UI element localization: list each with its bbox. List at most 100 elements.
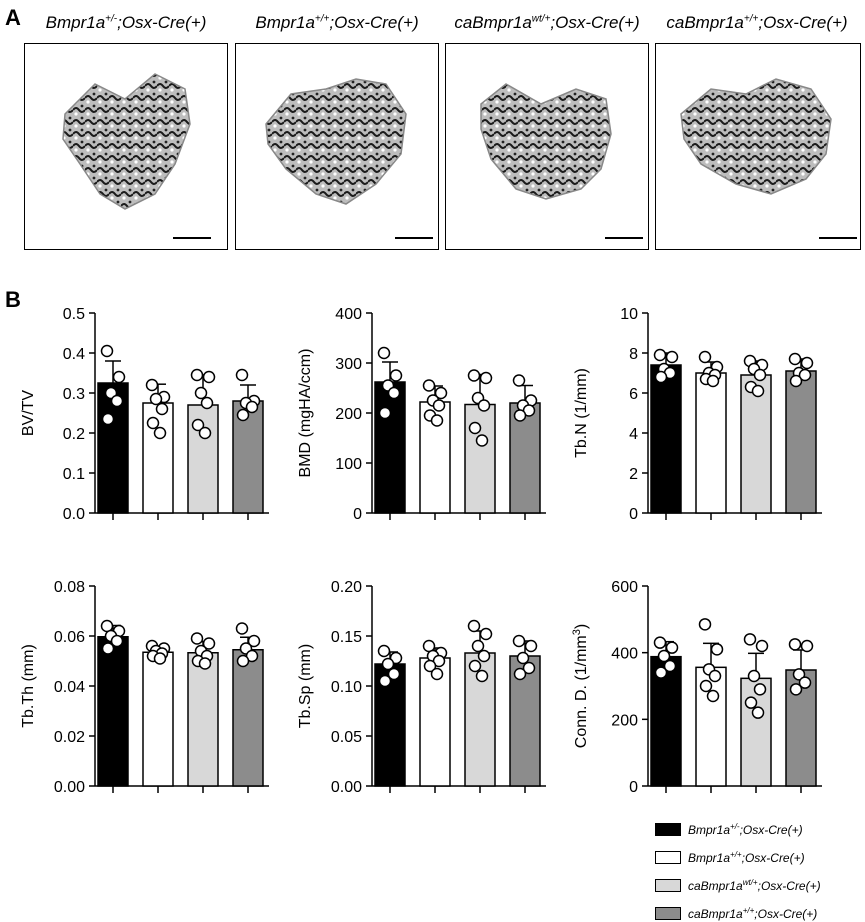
chart-1-y-tick-label: 0.3: [63, 386, 85, 403]
chart-6-point: [800, 639, 814, 653]
chart-3-bar-4: [785, 370, 817, 514]
chart-4-y-tick-label: 0.02: [54, 729, 85, 746]
chart-6-point: [789, 683, 803, 696]
chart-5-point: [471, 639, 485, 653]
chart-2-point: [389, 369, 403, 382]
chart-1-point: [236, 408, 250, 422]
chart-5-y-tick-label: 0.00: [331, 779, 362, 796]
trabecular-bone-render-1: [62, 73, 191, 210]
chart-2-point: [477, 399, 491, 412]
chart-6-point: [653, 636, 667, 649]
trabecular-bone-render-4: [680, 78, 832, 195]
chart-5-point: [475, 669, 489, 683]
chart-6-y-tick-label: 200: [611, 712, 638, 729]
chart-2-point: [377, 346, 391, 360]
chart-2-y-tick-label: 300: [335, 356, 362, 373]
chart-3-point: [788, 352, 802, 366]
chart-3-point: [789, 374, 803, 388]
chart-3-point: [751, 384, 765, 398]
chart-6-point: [698, 618, 712, 631]
chart-1-point: [235, 368, 249, 382]
chart-1-point: [198, 426, 212, 440]
chart-1-point: [245, 400, 259, 414]
chart-6-bar-3: [740, 677, 772, 787]
chart-5-point: [477, 649, 491, 663]
chart-3-point: [653, 348, 667, 362]
chart-3-bar-1: [650, 364, 682, 514]
chart-2-point: [468, 421, 482, 435]
chart-2-point: [378, 406, 392, 420]
chart-3-y-label: Tb.N (1/mm): [573, 368, 590, 458]
chart-5-point: [467, 619, 481, 633]
chart-5-point: [522, 661, 536, 675]
chart-1-bar-4: [232, 400, 264, 514]
chart-6-y-tick-label: 0: [629, 779, 638, 796]
chart-2-bar-3: [464, 403, 496, 514]
chart-4-point: [101, 642, 115, 655]
trabecular-bone-render-3: [480, 83, 612, 200]
chart-3-point: [800, 356, 814, 370]
chart-2-y-tick-label: 200: [335, 406, 362, 423]
chart-1-point: [101, 412, 115, 426]
chart-2-point: [513, 409, 527, 422]
chart-5-point: [479, 627, 493, 641]
chart-4-y-tick-label: 0.06: [54, 629, 85, 646]
image-title-1: Bmpr1a+/-;Osx-Cre(+): [45, 13, 207, 32]
chart-6-point: [706, 689, 720, 703]
chart-6-point: [751, 706, 765, 719]
chart-6-point: [747, 669, 761, 683]
chart-2-bar-4: [509, 402, 541, 514]
chart-4-bar-3: [187, 652, 219, 787]
chart-2-point: [467, 369, 481, 382]
chart-6-y-label: Conn. D. (1/mm3): [571, 624, 590, 748]
chart-1-y-label: BV/TV: [20, 390, 37, 437]
legend-swatch-4: [655, 907, 681, 920]
chart-1-point: [112, 370, 126, 384]
panel-a-letter: A: [5, 5, 21, 30]
chart-5-point: [387, 667, 401, 681]
chart-6-point: [798, 676, 812, 689]
chart-4-point: [247, 634, 261, 648]
chart-3-y-tick-label: 4: [629, 426, 638, 443]
chart-2-point: [479, 371, 493, 385]
chart-2-point: [434, 386, 448, 400]
legend-label-4: caBmpr1a+/+;Osx-Cre(+): [688, 906, 818, 921]
chart-4-point: [202, 637, 216, 650]
chart-2-point: [430, 414, 444, 427]
chart-1-y-tick-label: 0.2: [63, 426, 85, 443]
chart-5-point: [468, 659, 482, 673]
chart-1-y-tick-label: 0.1: [63, 466, 85, 483]
chart-1-point: [153, 426, 167, 440]
chart-6-point: [665, 641, 679, 654]
chart-5-point: [524, 639, 538, 653]
microct-image-2: [235, 43, 439, 250]
chart-5-y-tick-label: 0.20: [331, 579, 362, 596]
chart-6-point: [699, 679, 713, 693]
chart-5-point: [516, 651, 530, 665]
microct-image-4: [655, 43, 861, 250]
chart-6-point: [788, 638, 802, 651]
scale-bar-4: [819, 237, 857, 239]
chart-1-y-tick-label: 0.5: [63, 306, 85, 323]
chart-5-point: [423, 659, 437, 673]
chart-4-y-tick-label: 0.08: [54, 579, 85, 596]
microct-image-3: [445, 43, 649, 250]
chart-1-point: [145, 378, 159, 392]
chart-6-point: [710, 643, 724, 656]
microct-image-1: [24, 43, 228, 250]
chart-6-point: [708, 669, 722, 683]
chart-4-point: [110, 634, 124, 648]
chart-2-point: [512, 374, 526, 387]
chart-3-point: [753, 368, 767, 382]
chart-5-point: [430, 667, 444, 681]
chart-4-point: [198, 657, 212, 670]
chart-3-bar-2: [695, 372, 727, 514]
scale-bar-1: [173, 237, 211, 239]
chart-1-point: [155, 402, 169, 416]
chart-3-y-tick-label: 0: [629, 506, 638, 523]
chart-1-point: [202, 370, 216, 384]
chart-1-point: [146, 416, 160, 430]
scale-bar-2: [395, 237, 433, 239]
chart-3-point: [798, 368, 812, 382]
image-title-3: caBmpr1awt/+;Osx-Cre(+): [454, 13, 640, 32]
